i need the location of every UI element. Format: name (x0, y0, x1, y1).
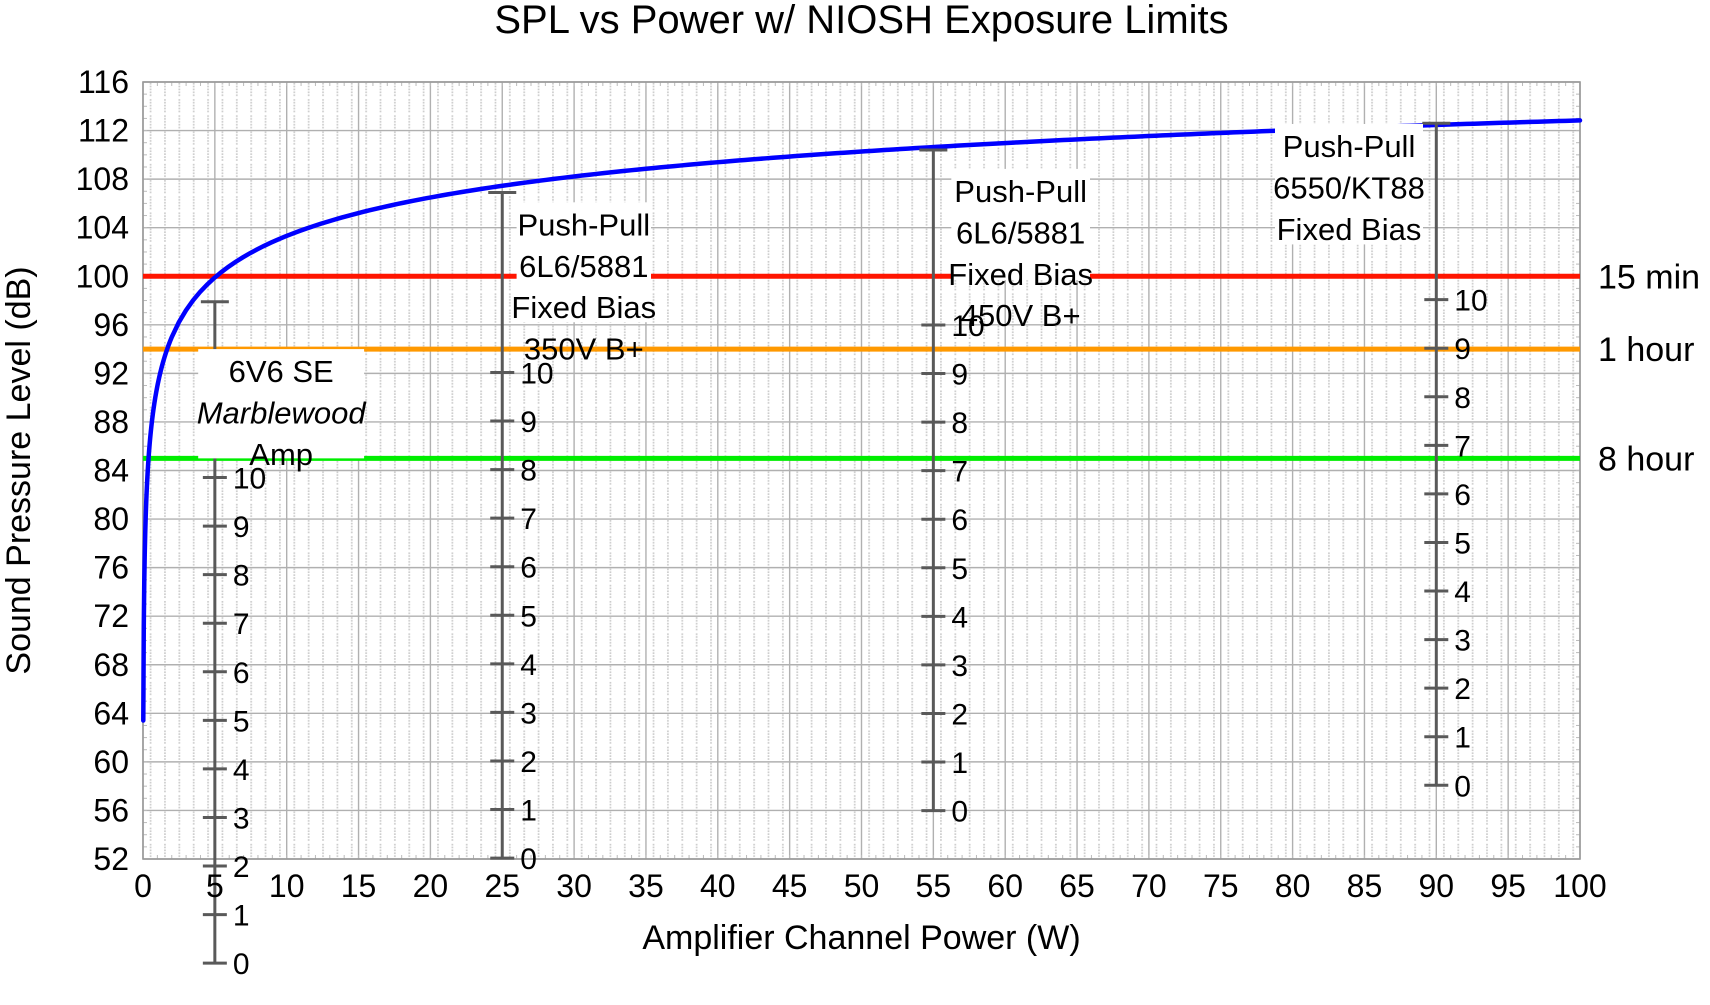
svg-text:6L6/5881: 6L6/5881 (519, 249, 648, 284)
svg-text:0: 0 (134, 868, 152, 904)
svg-text:SPL vs Power w/ NIOSH Exposure: SPL vs Power w/ NIOSH Exposure Limits (494, 0, 1228, 42)
svg-text:4: 4 (520, 649, 537, 682)
svg-text:60: 60 (987, 868, 1023, 904)
svg-text:0: 0 (1454, 770, 1471, 803)
svg-text:1: 1 (520, 795, 537, 828)
svg-text:76: 76 (93, 550, 129, 586)
svg-text:0: 0 (520, 843, 537, 876)
svg-text:5: 5 (951, 553, 968, 586)
svg-text:5: 5 (520, 600, 537, 633)
svg-text:Amp: Amp (249, 437, 313, 472)
svg-text:80: 80 (93, 501, 129, 537)
svg-text:45: 45 (772, 868, 808, 904)
svg-text:5: 5 (233, 705, 250, 738)
svg-text:Sound Pressure Level (dB): Sound Pressure Level (dB) (0, 266, 38, 674)
svg-text:15: 15 (341, 868, 377, 904)
svg-text:64: 64 (93, 695, 129, 731)
svg-text:1 hour: 1 hour (1598, 331, 1694, 369)
svg-text:6: 6 (233, 657, 250, 690)
svg-text:2: 2 (951, 698, 968, 731)
svg-text:100: 100 (1553, 868, 1606, 904)
svg-text:9: 9 (1454, 333, 1471, 366)
svg-text:3: 3 (1454, 625, 1471, 658)
svg-text:9: 9 (951, 359, 968, 392)
svg-text:Push-Pull: Push-Pull (1283, 129, 1416, 164)
svg-text:8: 8 (1454, 382, 1471, 415)
svg-text:92: 92 (93, 355, 129, 391)
svg-text:40: 40 (700, 868, 736, 904)
svg-text:65: 65 (1059, 868, 1095, 904)
svg-text:4: 4 (951, 601, 968, 634)
svg-text:9: 9 (520, 406, 537, 439)
svg-text:68: 68 (93, 647, 129, 683)
svg-text:70: 70 (1131, 868, 1167, 904)
svg-text:85: 85 (1347, 868, 1383, 904)
svg-text:95: 95 (1490, 868, 1526, 904)
svg-text:75: 75 (1203, 868, 1239, 904)
svg-text:Push-Pull: Push-Pull (517, 207, 650, 242)
svg-text:2: 2 (1454, 673, 1471, 706)
svg-text:15 min: 15 min (1598, 258, 1700, 296)
svg-text:80: 80 (1275, 868, 1311, 904)
svg-text:6L6/5881: 6L6/5881 (956, 215, 1085, 250)
svg-text:1: 1 (951, 747, 968, 780)
svg-text:8: 8 (951, 407, 968, 440)
svg-text:6V6 SE: 6V6 SE (229, 354, 334, 389)
svg-text:55: 55 (916, 868, 952, 904)
svg-text:6: 6 (520, 552, 537, 585)
svg-text:7: 7 (1454, 430, 1471, 463)
svg-text:90: 90 (1419, 868, 1455, 904)
svg-text:116: 116 (78, 64, 129, 100)
svg-text:104: 104 (76, 210, 129, 246)
svg-text:30: 30 (556, 868, 592, 904)
svg-text:450V B+: 450V B+ (961, 298, 1081, 333)
svg-text:60: 60 (93, 744, 129, 780)
svg-text:50: 50 (844, 868, 880, 904)
svg-text:88: 88 (93, 404, 129, 440)
svg-text:Marblewood: Marblewood (197, 396, 368, 431)
svg-text:56: 56 (93, 792, 129, 828)
svg-text:3: 3 (233, 802, 250, 835)
svg-text:8 hour: 8 hour (1598, 440, 1694, 478)
svg-text:6550/KT88: 6550/KT88 (1273, 171, 1425, 206)
svg-text:10: 10 (269, 868, 305, 904)
svg-text:2: 2 (520, 746, 537, 779)
svg-text:5: 5 (1454, 527, 1471, 560)
svg-text:Push-Pull: Push-Pull (954, 174, 1087, 209)
svg-text:4: 4 (1454, 576, 1471, 609)
svg-text:3: 3 (520, 697, 537, 730)
svg-text:Fixed Bias: Fixed Bias (511, 290, 656, 325)
svg-text:Fixed Bias: Fixed Bias (948, 257, 1093, 292)
svg-text:96: 96 (93, 307, 129, 343)
svg-text:6: 6 (951, 504, 968, 537)
svg-text:112: 112 (78, 113, 129, 149)
svg-text:Fixed Bias: Fixed Bias (1277, 212, 1422, 247)
svg-text:3: 3 (951, 650, 968, 683)
svg-text:8: 8 (520, 455, 537, 488)
svg-text:108: 108 (76, 161, 129, 197)
svg-text:1: 1 (233, 900, 250, 933)
svg-text:9: 9 (233, 511, 250, 544)
svg-text:35: 35 (628, 868, 664, 904)
svg-text:0: 0 (951, 796, 968, 829)
svg-text:2: 2 (233, 851, 250, 884)
svg-text:7: 7 (233, 608, 250, 641)
svg-text:7: 7 (951, 456, 968, 489)
svg-text:4: 4 (233, 754, 250, 787)
svg-text:0: 0 (233, 948, 250, 981)
svg-text:6: 6 (1454, 479, 1471, 512)
svg-text:1: 1 (1454, 722, 1471, 755)
svg-text:84: 84 (93, 453, 129, 489)
svg-text:7: 7 (520, 503, 537, 536)
svg-text:20: 20 (413, 868, 449, 904)
svg-text:350V B+: 350V B+ (524, 332, 644, 367)
svg-text:100: 100 (76, 258, 129, 294)
svg-text:72: 72 (93, 598, 129, 634)
svg-text:10: 10 (1454, 285, 1487, 318)
svg-text:8: 8 (233, 560, 250, 593)
svg-text:Amplifier Channel Power (W): Amplifier Channel Power (W) (642, 919, 1080, 957)
svg-text:5: 5 (206, 868, 224, 904)
svg-text:25: 25 (484, 868, 520, 904)
svg-text:52: 52 (93, 841, 129, 877)
